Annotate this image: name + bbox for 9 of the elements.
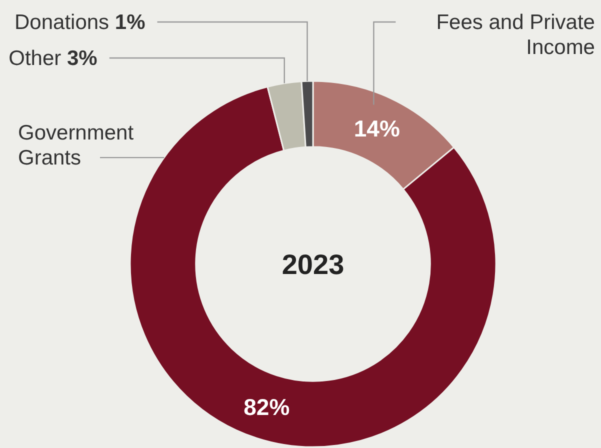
slice-label: Government Grants [18,122,134,170]
slice-label: Fees and Private Income [436,11,595,59]
text: 2023 [282,248,344,280]
data-label: 1% [114,11,146,34]
slice-label: Donations [14,11,115,34]
data-label: 82% [244,394,290,420]
slice-label: Other [8,47,68,70]
data-label: 14% [354,115,400,142]
data-label: 3% [67,47,98,70]
